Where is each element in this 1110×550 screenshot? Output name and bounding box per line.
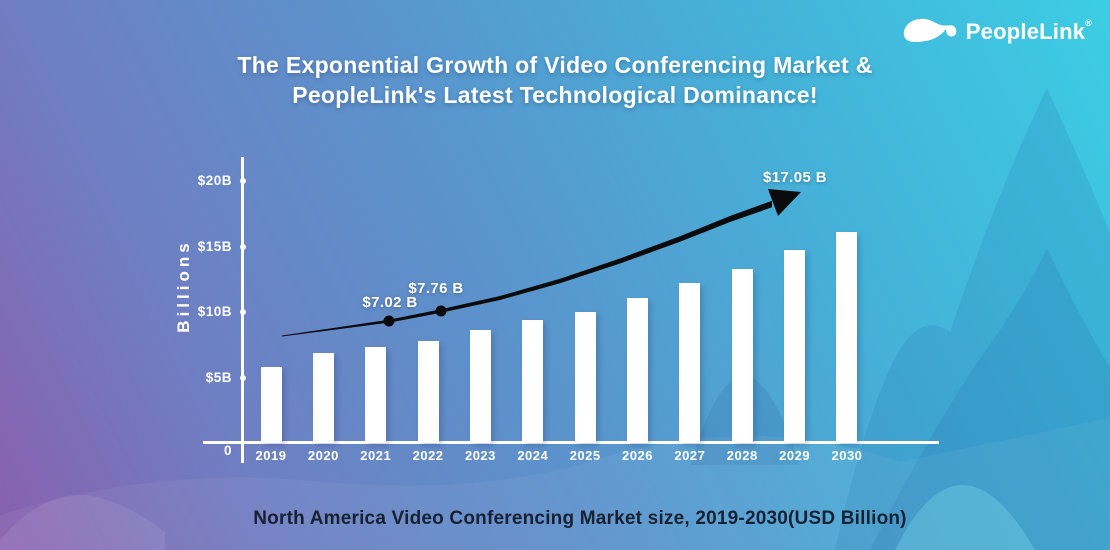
x-tick-2022: 2022 (412, 448, 444, 463)
background-wave-purple (0, 495, 165, 550)
x-tick-2021: 2021 (360, 448, 392, 463)
x-tick-2025: 2025 (569, 448, 601, 463)
x-tick-2026: 2026 (622, 448, 653, 463)
title-line-1: The Exponential Growth of Video Conferen… (237, 52, 873, 78)
bar-2023 (469, 330, 491, 443)
peoplelink-logo-icon (903, 18, 957, 42)
x-tick-2029: 2029 (779, 448, 811, 463)
brand-name-text: PeopleLink (965, 19, 1086, 44)
chart-caption: North America Video Conferencing Market … (253, 508, 907, 529)
title-line-2: PeopleLink's Latest Technological Domina… (292, 82, 818, 108)
y-tick-label-$5B: $5B (205, 369, 232, 385)
bar-2019 (260, 367, 282, 443)
background-mound-light (895, 485, 1035, 550)
bar-2030 (836, 232, 858, 443)
background-wave-bottom (0, 418, 1110, 550)
background-mountain-large (835, 88, 1110, 550)
x-tick-2028: 2028 (726, 448, 758, 463)
y-tick-label-$10B: $10B (197, 304, 232, 319)
y-axis-title: Billions (174, 239, 193, 333)
x-tick-2027: 2027 (674, 448, 706, 463)
x-axis-line (203, 441, 939, 444)
annotation-2030-value: $17.05 B (762, 169, 828, 186)
annotation-2021-value: $7.02 B (362, 294, 418, 311)
y-tick-label-$20B: $20B (197, 173, 232, 188)
bar-2025 (574, 312, 596, 443)
x-tick-2023: 2023 (464, 448, 496, 463)
main-title: The Exponential Growth of Video Conferen… (0, 50, 1110, 110)
annotation-2022-value: $7.76 B (408, 280, 464, 297)
x-tick-2020: 2020 (307, 448, 339, 463)
x-tick-2024: 2024 (517, 448, 549, 463)
bar-2026 (627, 297, 649, 443)
y-tick-dot (239, 309, 246, 315)
background-mountain-small (870, 248, 1110, 550)
bar-2022 (417, 340, 439, 443)
brand-logo: PeopleLink® (901, 14, 1092, 50)
x-tick-2030: 2030 (831, 448, 863, 463)
bar-2028 (731, 268, 753, 443)
x-tick-2019: 2019 (255, 448, 287, 463)
bar-2027 (679, 283, 701, 443)
y-tick-dot (239, 178, 246, 184)
bar-2021 (365, 347, 387, 443)
registered-trademark: ® (1085, 18, 1092, 28)
y-tick-label-0: 0 (223, 443, 232, 458)
brand-name: PeopleLink® (966, 19, 1092, 45)
y-tick-dot (239, 243, 246, 250)
y-tick-label-$15B: $15B (197, 238, 232, 254)
y-tick-dot (239, 374, 246, 381)
bar-2029 (784, 250, 806, 443)
bar-2024 (522, 319, 544, 443)
bar-2020 (312, 352, 334, 443)
